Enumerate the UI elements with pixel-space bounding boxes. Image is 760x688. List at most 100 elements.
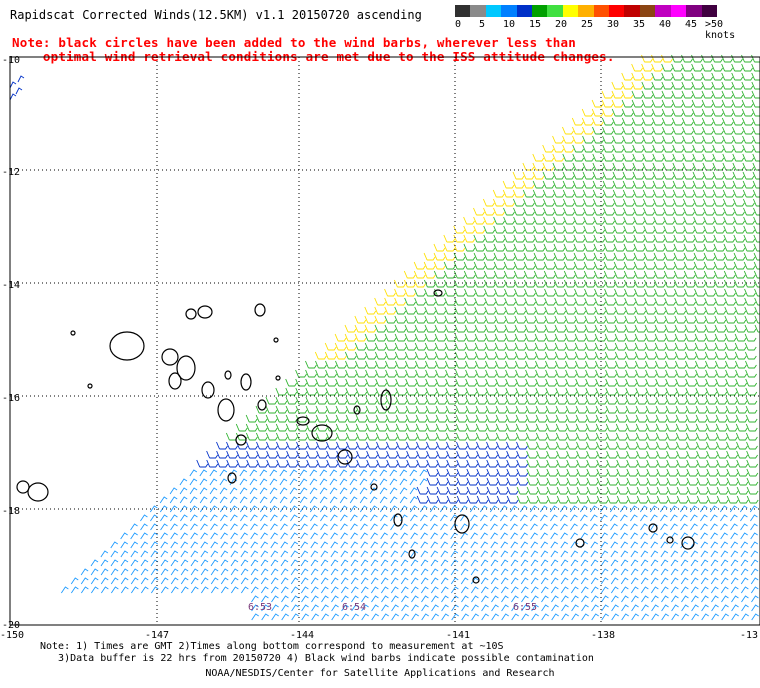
wind-barb xyxy=(100,586,109,594)
wind-barb xyxy=(643,243,656,252)
islands xyxy=(16,289,695,584)
wind-barb xyxy=(594,351,607,360)
wind-barb xyxy=(220,523,228,531)
wind-barb xyxy=(525,405,538,414)
wind-barb xyxy=(451,613,459,621)
wind-barb xyxy=(515,423,528,432)
wind-barb xyxy=(725,360,737,369)
legend-swatch xyxy=(578,5,594,17)
wind-barb xyxy=(650,577,659,585)
wind-barb xyxy=(703,243,716,252)
wind-barb xyxy=(496,468,509,477)
wind-barb xyxy=(570,514,578,522)
wind-barb xyxy=(593,270,606,279)
wind-barb xyxy=(554,351,567,360)
wind-barb xyxy=(305,387,318,396)
wind-barb xyxy=(662,126,674,135)
lat-label: -14 xyxy=(2,280,20,291)
wind-barb xyxy=(391,613,399,621)
wind-barb xyxy=(324,342,337,351)
wind-barb xyxy=(742,126,754,135)
wind-barb xyxy=(495,432,508,441)
wind-barb xyxy=(750,559,759,567)
wind-barb xyxy=(655,387,668,396)
wind-barb xyxy=(524,333,537,342)
wind-barb xyxy=(674,324,687,333)
wind-barb xyxy=(470,586,479,594)
wind-barb xyxy=(210,559,219,567)
wind-barb xyxy=(562,189,575,198)
wind-barb xyxy=(582,171,595,180)
wind-barb xyxy=(120,550,129,558)
wind-barb xyxy=(621,90,634,99)
wind-barb xyxy=(464,351,477,360)
wind-barb xyxy=(682,189,695,198)
wind-barb xyxy=(490,577,499,585)
wind-barb xyxy=(494,324,507,333)
wind-barb xyxy=(495,423,508,432)
wind-barb xyxy=(460,532,468,540)
wind-barb xyxy=(320,568,329,576)
wind-barb xyxy=(661,108,674,117)
lat-label: -16 xyxy=(2,393,20,404)
wind-barb xyxy=(576,450,588,459)
wind-barb xyxy=(230,523,238,531)
wind-barb xyxy=(140,523,148,531)
wind-barb xyxy=(424,315,437,324)
wind-barb xyxy=(752,171,760,180)
island-outline xyxy=(275,375,281,381)
wind-barb xyxy=(209,469,218,477)
wind-barb xyxy=(525,432,538,441)
wind-barb xyxy=(715,423,728,432)
wind-barb xyxy=(289,496,298,504)
wind-barb xyxy=(692,198,705,207)
wind-barb xyxy=(140,559,149,567)
wind-barb xyxy=(356,441,368,450)
wind-barb xyxy=(520,586,529,594)
wind-barb xyxy=(401,613,409,621)
wind-barb xyxy=(592,126,604,135)
wind-barb xyxy=(702,126,714,135)
wind-barb xyxy=(692,180,705,189)
wind-barb xyxy=(504,333,517,342)
wind-barb xyxy=(513,216,525,225)
wind-barb xyxy=(503,225,516,234)
wind-barb xyxy=(604,297,617,306)
wind-barb xyxy=(495,414,508,423)
attitude-note-line-1: Note: black circles have been added to t… xyxy=(12,35,576,50)
wind-barb xyxy=(636,468,649,477)
wind-barb xyxy=(434,324,447,333)
wind-barb xyxy=(495,387,508,396)
wind-barb xyxy=(734,333,747,342)
wind-barb xyxy=(731,604,739,612)
wind-barb xyxy=(410,586,419,594)
map-title: Rapidscat Corrected Winds(12.5KM) v1.1 2… xyxy=(10,8,422,22)
wind-barb xyxy=(566,450,578,459)
wind-barb xyxy=(721,54,733,63)
wind-barb xyxy=(523,216,535,225)
wind-barb xyxy=(230,550,239,558)
wind-barb xyxy=(692,144,705,153)
wind-barb xyxy=(590,514,598,522)
wind-barb xyxy=(370,559,379,567)
wind-barb xyxy=(722,180,735,189)
wind-barb xyxy=(735,369,747,378)
wind-barb xyxy=(455,360,467,369)
wind-barb xyxy=(702,198,715,207)
wind-barb xyxy=(396,441,408,450)
wind-barb xyxy=(653,261,666,270)
wind-barb xyxy=(690,550,699,558)
wind-barb xyxy=(684,333,697,342)
wind-barb xyxy=(542,180,555,189)
wind-barb xyxy=(683,225,696,234)
wind-barb xyxy=(702,189,715,198)
wind-barb xyxy=(554,342,567,351)
wind-barb xyxy=(399,487,408,495)
wind-barb xyxy=(120,586,129,594)
wind-barb xyxy=(565,396,578,405)
wind-barb xyxy=(595,432,608,441)
wind-barb xyxy=(410,577,419,585)
wind-barb xyxy=(710,541,719,549)
wind-barb xyxy=(463,252,476,261)
wind-barb xyxy=(584,315,597,324)
